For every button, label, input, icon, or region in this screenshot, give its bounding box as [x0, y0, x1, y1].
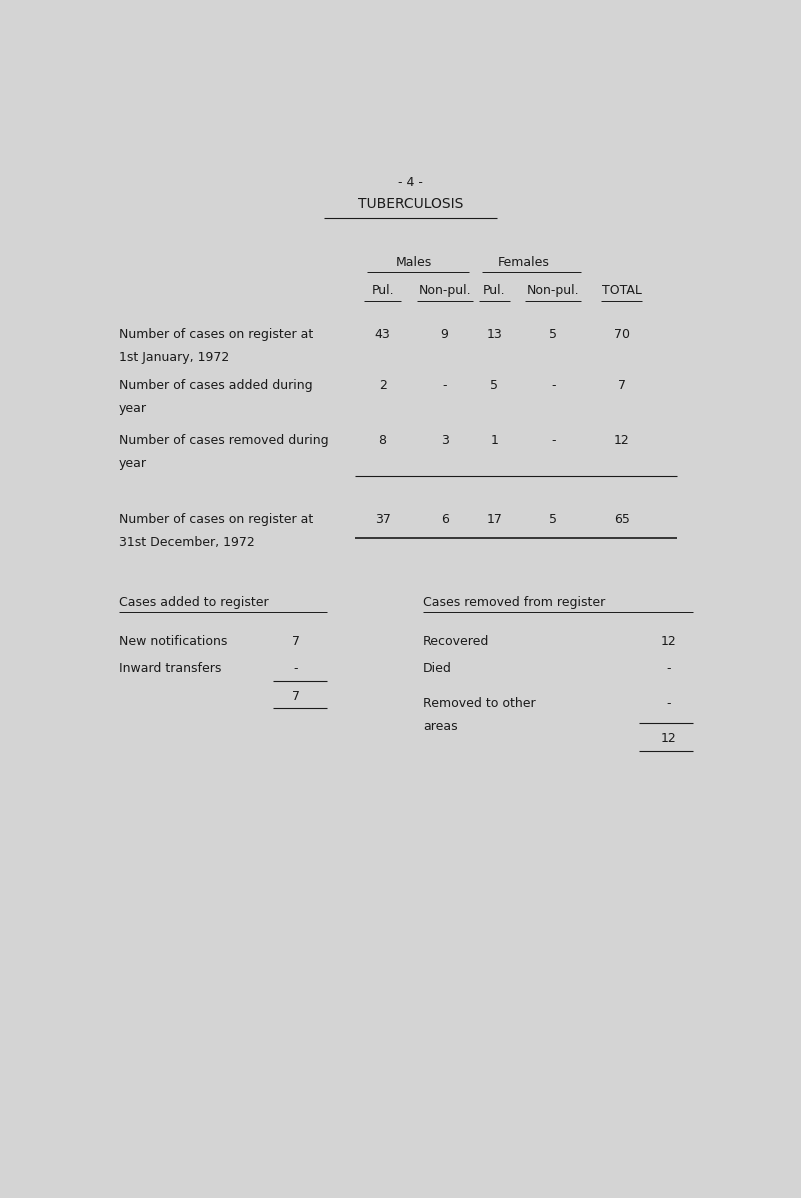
Text: -: -: [293, 662, 298, 676]
Text: 17: 17: [486, 513, 502, 526]
Text: 43: 43: [375, 328, 390, 341]
Text: 8: 8: [379, 435, 387, 447]
Text: 31st December, 1972: 31st December, 1972: [119, 536, 255, 549]
Text: 70: 70: [614, 328, 630, 341]
Text: Number of cases on register at: Number of cases on register at: [119, 328, 313, 341]
Text: 7: 7: [618, 379, 626, 392]
Text: -: -: [551, 435, 556, 447]
Text: 37: 37: [375, 513, 391, 526]
Text: 7: 7: [292, 635, 300, 647]
Text: 65: 65: [614, 513, 630, 526]
Text: 1: 1: [490, 435, 498, 447]
Text: Non-pul.: Non-pul.: [418, 284, 471, 297]
Text: year: year: [119, 458, 147, 471]
Text: Recovered: Recovered: [423, 635, 489, 647]
Text: year: year: [119, 403, 147, 415]
Text: Died: Died: [423, 662, 452, 676]
Text: Females: Females: [498, 256, 549, 270]
Text: Number of cases removed during: Number of cases removed during: [119, 435, 328, 447]
Text: Males: Males: [396, 256, 432, 270]
Text: 12: 12: [614, 435, 630, 447]
Text: Cases added to register: Cases added to register: [119, 595, 268, 609]
Text: 3: 3: [441, 435, 449, 447]
Text: 6: 6: [441, 513, 449, 526]
Text: Inward transfers: Inward transfers: [119, 662, 221, 676]
Text: -: -: [551, 379, 556, 392]
Text: Number of cases added during: Number of cases added during: [119, 379, 312, 392]
Text: 9: 9: [441, 328, 449, 341]
Text: 5: 5: [549, 513, 557, 526]
Text: Pul.: Pul.: [483, 284, 505, 297]
Text: 12: 12: [660, 732, 676, 745]
Text: 13: 13: [486, 328, 502, 341]
Text: New notifications: New notifications: [119, 635, 227, 647]
Text: 12: 12: [660, 635, 676, 647]
Text: -: -: [442, 379, 447, 392]
Text: Cases removed from register: Cases removed from register: [423, 595, 606, 609]
Text: Pul.: Pul.: [372, 284, 394, 297]
Text: 1st January, 1972: 1st January, 1972: [119, 351, 229, 364]
Text: -: -: [666, 697, 670, 710]
Text: - 4 -: - 4 -: [398, 176, 423, 189]
Text: -: -: [666, 662, 670, 676]
Text: TOTAL: TOTAL: [602, 284, 642, 297]
Text: 2: 2: [379, 379, 387, 392]
Text: Removed to other: Removed to other: [423, 697, 536, 710]
Text: 5: 5: [549, 328, 557, 341]
Text: Number of cases on register at: Number of cases on register at: [119, 513, 313, 526]
Text: TUBERCULOSIS: TUBERCULOSIS: [358, 198, 463, 211]
Text: areas: areas: [423, 720, 457, 733]
Text: 7: 7: [292, 690, 300, 703]
Text: 5: 5: [490, 379, 498, 392]
Text: Non-pul.: Non-pul.: [527, 284, 580, 297]
